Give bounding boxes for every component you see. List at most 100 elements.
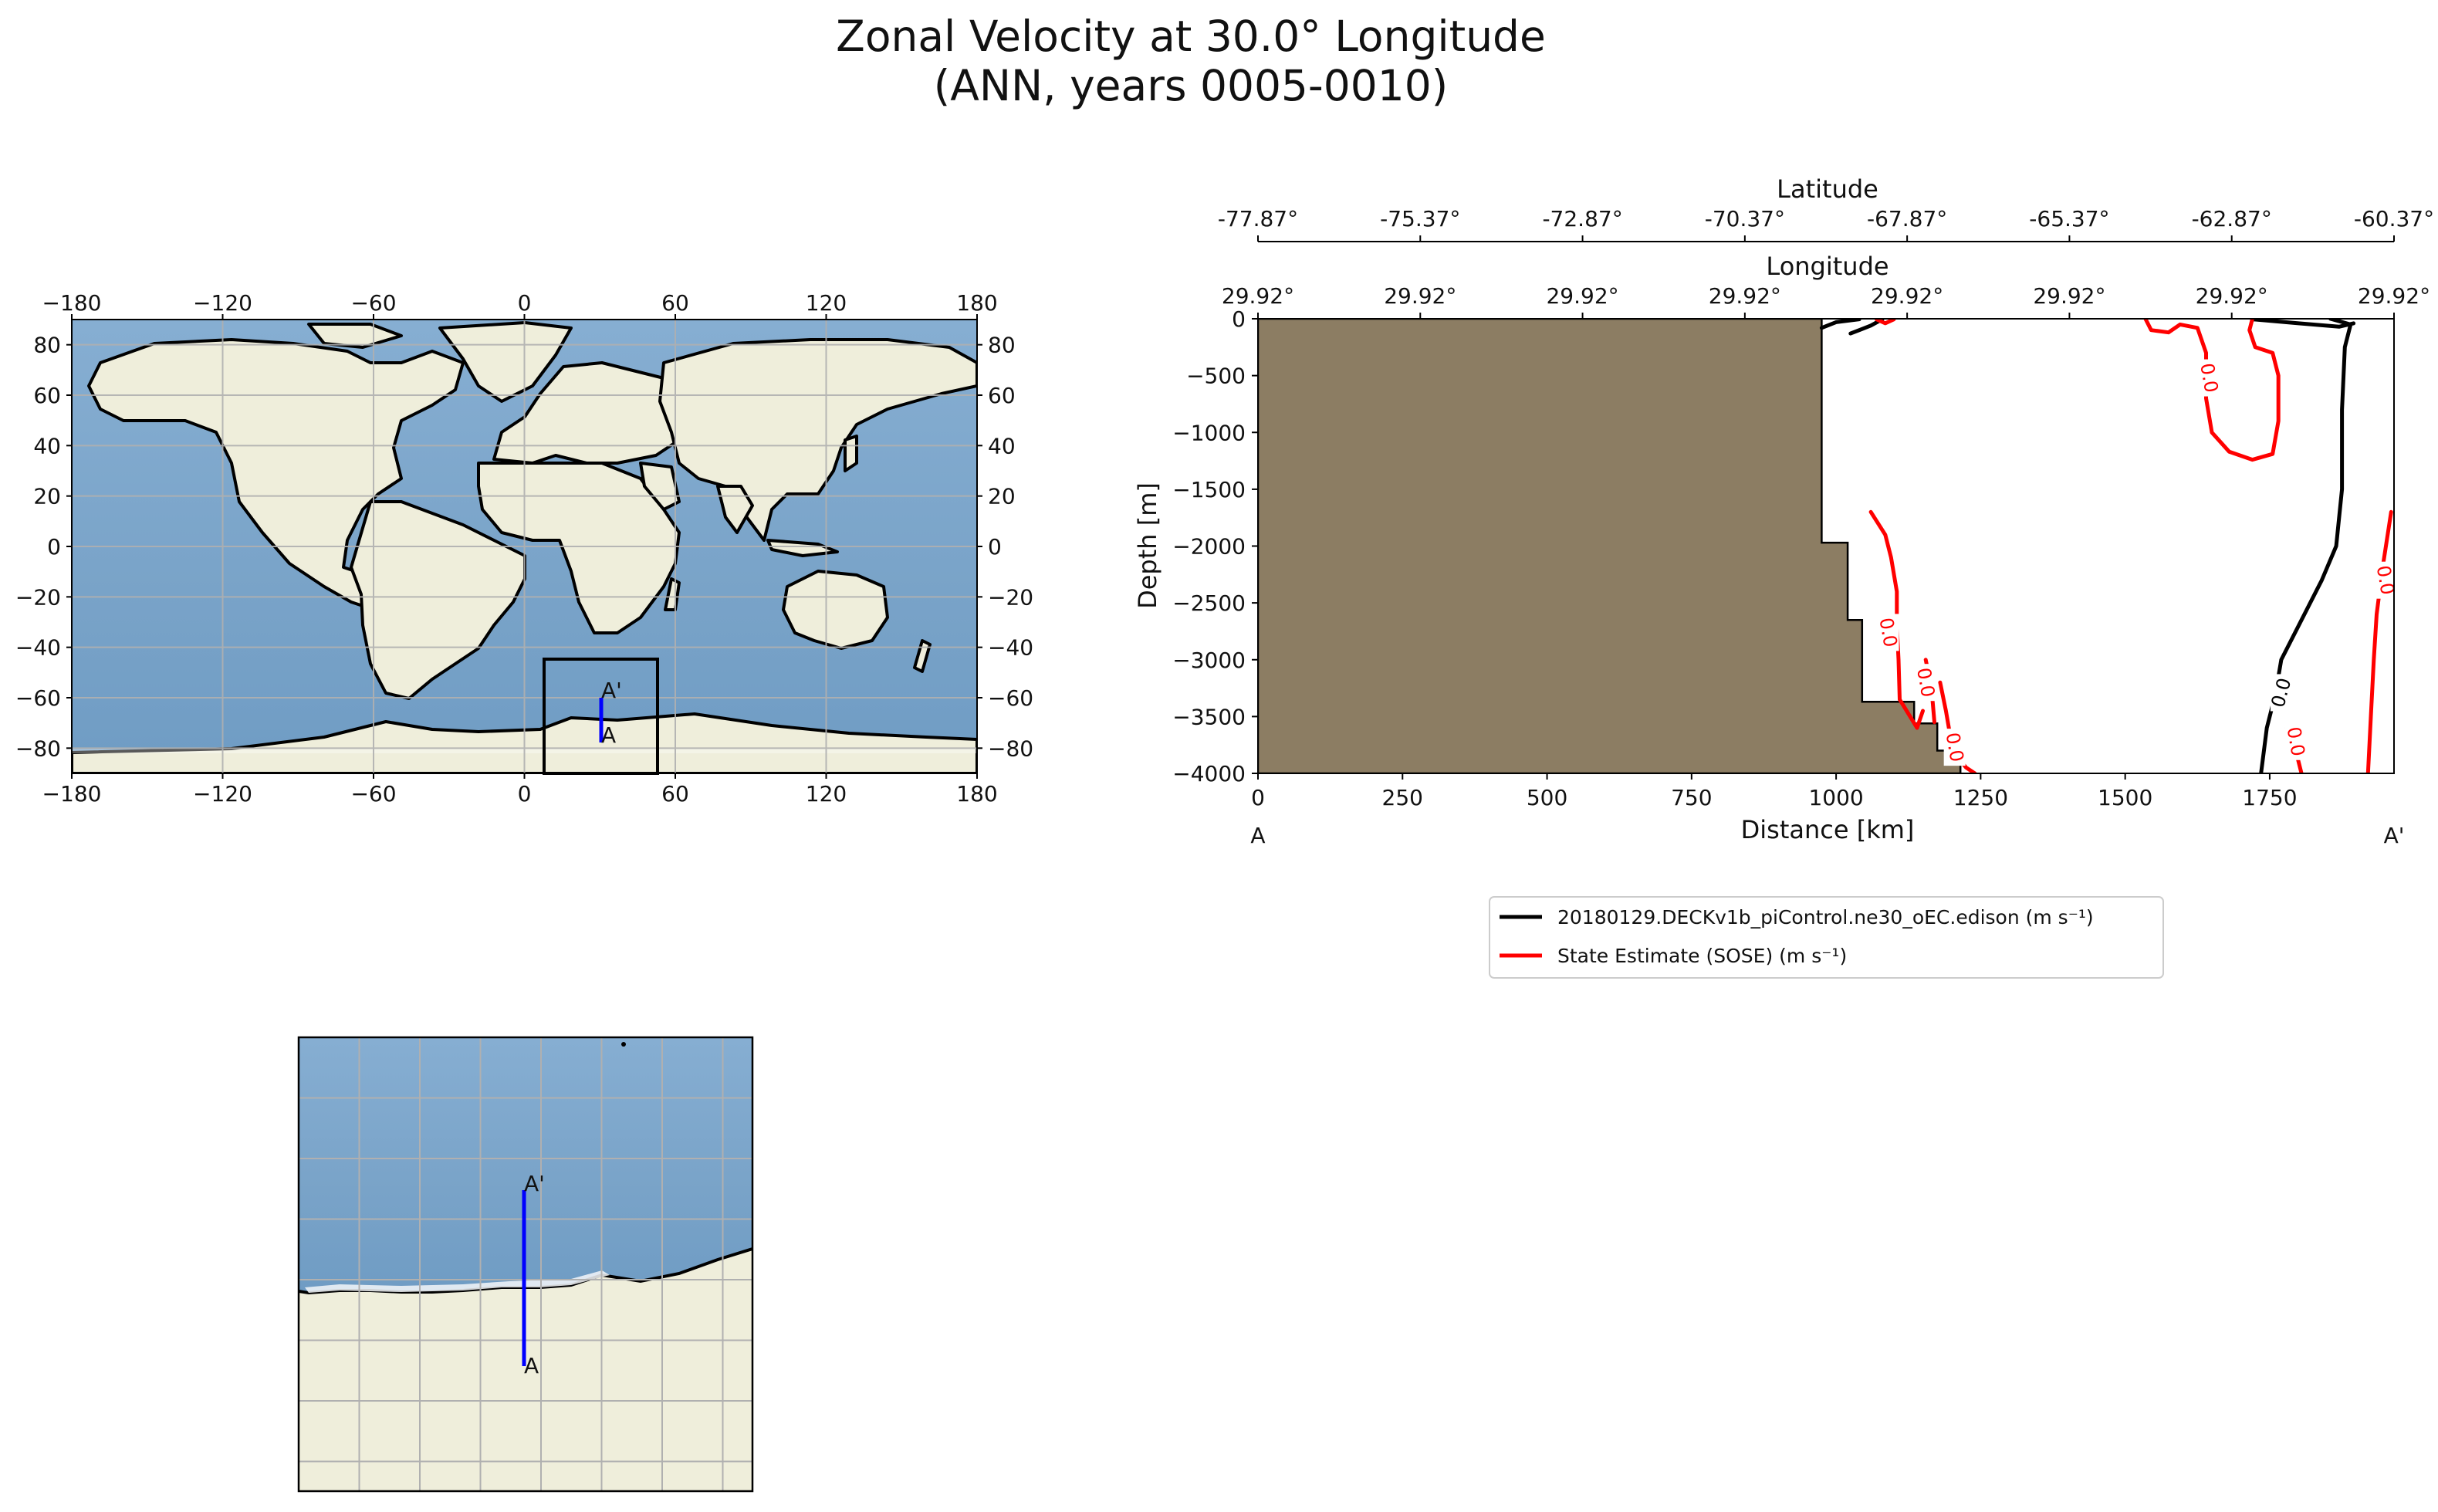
figure-subtitle: (ANN, years 0005-0010)	[934, 61, 1448, 110]
global-map-gridlines	[72, 320, 977, 773]
latitude-tick-label: -72.87°	[1542, 206, 1622, 232]
global-transect-start-label: A	[601, 722, 616, 748]
longitude-tick-label: 29.92°	[1384, 283, 1456, 309]
global-bottom-lon-tick-label: −60	[350, 781, 396, 807]
global-bottom-lon-tick-label: 180	[956, 781, 997, 807]
obs-contour-label-bg	[2284, 722, 2307, 760]
section-x-tick-label: 1250	[1953, 785, 2008, 810]
obs-contour-label-bg	[1877, 614, 1899, 651]
global-right-lat-tick-label: 80	[988, 333, 1016, 358]
global-left-lat-tick-label: −60	[15, 685, 61, 711]
obs-contour-label-bg	[1943, 729, 1966, 766]
global-map-land	[72, 321, 977, 773]
model-contour-line	[2250, 319, 2356, 329]
contour-layer: 0.00.00.00.00.0 0.00.0	[1819, 319, 2394, 773]
longitude-tick-label: 29.92°	[1222, 283, 1294, 309]
latitude-tick-label: -65.37°	[2029, 206, 2109, 232]
global-bottom-lon-tick-label: 60	[661, 781, 689, 807]
section-x-axis-label: Distance [km]	[1741, 815, 1915, 844]
latitude-tick-label: -70.37°	[1705, 206, 1785, 232]
legend-model-label: 20180129.DECKv1b_piControl.ne30_oEC.edis…	[1557, 906, 2094, 929]
section-plot: 0.00.00.00.00.0 0.00.0 0 250 500 750 1000 1250…	[1133, 174, 2434, 848]
zoom-box	[543, 658, 659, 775]
section-y-tick-label: 0	[1232, 306, 1246, 332]
section-y-tick-label: −500	[1186, 364, 1246, 389]
obs-contour-label: 0.0	[2196, 361, 2222, 394]
bathymetry-fill	[1258, 319, 1962, 773]
obs-contour-label: 0.0	[2283, 726, 2309, 758]
latitude-axis-label: Latitude	[1777, 174, 1878, 204]
global-left-lat-tick-label: 0	[47, 534, 61, 560]
section-x-tick-label: 750	[1671, 785, 1712, 810]
latitude-tick-label: -62.87°	[2192, 206, 2272, 232]
africa-landmass	[477, 462, 681, 634]
obs-contour-line	[2365, 509, 2393, 773]
inset-map-island-dot	[621, 1042, 626, 1047]
global-top-lon-tick-label: 120	[806, 290, 847, 316]
longitude-tick-label: 29.92°	[1871, 283, 1943, 309]
figure-title: Zonal Velocity at 30.0° Longitude	[836, 12, 1546, 61]
global-top-lon-tick-label: −120	[193, 290, 252, 316]
model-contour-label-bg	[2270, 674, 2292, 712]
section-y-tick-label: −4000	[1172, 761, 1246, 786]
obs-contour-label: 0.0	[1875, 616, 1901, 648]
global-left-lat-tick-label: −80	[15, 736, 61, 761]
section-x-tick-label: 1500	[2098, 785, 2152, 810]
legend-obs-label: State Estimate (SOSE) (m s⁻¹)	[1557, 945, 1847, 967]
global-bottom-lon-tick-label: 120	[806, 781, 847, 807]
longitude-tick-label: 29.92°	[2358, 283, 2430, 309]
inset-transect-end-label: A'	[524, 1171, 545, 1196]
inset-map: A' A	[297, 1036, 754, 1493]
global-bottom-lon-tick-label: −120	[193, 781, 252, 807]
global-left-lat-tick-label: 80	[33, 333, 61, 358]
obs-contour-label: 0.0	[1912, 666, 1939, 698]
global-right-lat-tick-label: −20	[988, 584, 1033, 610]
japan-landmass	[844, 435, 858, 472]
global-map-ticks: −180 −180 −120 −120 −60 −60 0 0 60 60 120 120 180 180…	[15, 290, 1033, 807]
arabia-landmass	[639, 462, 681, 511]
section-plot-axes: 0 250 500 750 1000 1250 1500 1750 0 −500 −1000 −150…	[1172, 206, 2434, 810]
global-left-lat-tick-label: 20	[33, 484, 61, 509]
section-x-tick-label: 0	[1251, 785, 1265, 810]
obs-contour-label: 0.0	[1942, 731, 1968, 763]
south-america-landmass	[350, 500, 526, 700]
latitude-tick-label: -67.87°	[1867, 206, 1947, 232]
global-right-lat-tick-label: −60	[988, 685, 1033, 711]
latitude-tick-label: -60.37°	[2354, 206, 2434, 232]
new-zealand-landmass	[913, 639, 932, 673]
global-right-lat-tick-label: −80	[988, 736, 1033, 761]
section-y-tick-label: −2500	[1172, 590, 1246, 616]
obs-contour-line	[1875, 319, 1896, 326]
india-landmass	[716, 485, 754, 534]
legend: 20180129.DECKv1b_piControl.ne30_oEC.edis…	[1489, 896, 2164, 979]
longitude-tick-label: 29.92°	[1709, 283, 1781, 309]
global-top-lon-tick-label: −60	[350, 290, 396, 316]
global-top-lon-tick-label: 180	[956, 290, 997, 316]
section-y-tick-label: −1000	[1172, 420, 1246, 445]
greenland-landmass	[438, 321, 573, 403]
global-left-lat-tick-label: 40	[33, 433, 61, 458]
inset-map-ice-shelf	[305, 1270, 610, 1293]
australia-landmass	[782, 570, 889, 650]
longitude-axis-label: Longitude	[1766, 252, 1889, 281]
longitude-tick-label: 29.92°	[1546, 283, 1618, 309]
section-y-tick-label: −3500	[1172, 704, 1246, 729]
global-left-lat-tick-label: −20	[15, 584, 61, 610]
obs-contour-label-bg	[1915, 664, 1937, 702]
global-right-lat-tick-label: −40	[988, 635, 1033, 661]
section-y-tick-label: −2000	[1172, 534, 1246, 560]
legend-box	[1489, 896, 2164, 979]
inset-map-ocean	[299, 1037, 752, 1293]
section-x-tick-label: 250	[1382, 785, 1423, 810]
global-right-lat-tick-label: 40	[988, 433, 1016, 458]
latitude-tick-label: -77.87°	[1218, 206, 1298, 232]
indonesia-islands	[766, 539, 839, 557]
section-x-tick-label: 1750	[2242, 785, 2297, 810]
obs-contour-line	[2143, 319, 2281, 462]
global-top-lon-tick-label: 0	[518, 290, 532, 316]
global-bottom-lon-tick-label: −180	[42, 781, 102, 807]
global-top-lon-tick-label: −180	[42, 290, 102, 316]
inset-transect-start-label: A	[524, 1353, 539, 1378]
